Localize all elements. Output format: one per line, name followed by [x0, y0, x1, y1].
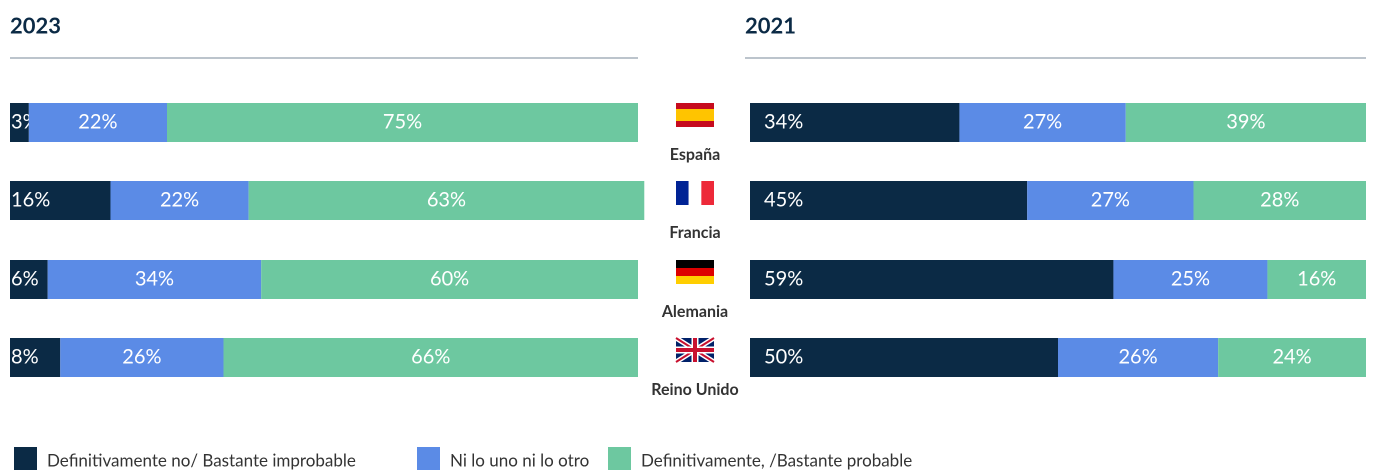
bar-segment	[1125, 103, 1366, 142]
bar-segment	[750, 181, 1028, 220]
data-label: 28%	[1260, 188, 1299, 212]
data-label: 8%	[11, 345, 39, 369]
bar-segment	[1058, 338, 1219, 377]
bar-segment	[10, 181, 111, 220]
bar-segment	[1267, 260, 1366, 299]
data-label: 16%	[1297, 267, 1336, 291]
data-label: 25%	[1171, 267, 1210, 291]
bar-segment	[10, 103, 29, 142]
bar-segment	[10, 338, 61, 377]
data-label: 27%	[1023, 110, 1062, 134]
category-label: Alemania	[661, 302, 728, 321]
data-label: 34%	[764, 110, 803, 134]
bar-segment	[167, 103, 638, 142]
data-label: 66%	[411, 345, 450, 369]
legend-swatch	[14, 447, 37, 470]
bar-segment	[110, 181, 249, 220]
bar-segment	[750, 338, 1058, 377]
bar-segment	[1193, 181, 1366, 220]
bar-segment	[1113, 260, 1268, 299]
flag	[676, 268, 714, 276]
bar-segment	[10, 260, 48, 299]
legend-label: Definitivamente, /Bastante probable	[641, 449, 912, 470]
flag	[676, 338, 714, 362]
flag	[676, 276, 714, 284]
flag	[676, 260, 714, 268]
data-label: 39%	[1226, 110, 1265, 134]
legend-label: Definitivamente no/ Bastante improbable	[47, 449, 356, 470]
data-label: 59%	[764, 267, 803, 291]
flag	[676, 181, 689, 205]
data-label: 50%	[764, 345, 803, 369]
bar-segment	[959, 103, 1126, 142]
bar-segment	[60, 338, 224, 377]
bar-segment	[28, 103, 168, 142]
data-label: 6%	[11, 267, 39, 291]
data-label: 45%	[764, 188, 803, 212]
bar-segment	[750, 260, 1114, 299]
data-label: 34%	[135, 267, 174, 291]
legend-swatch	[608, 447, 631, 470]
data-label: 27%	[1091, 188, 1130, 212]
data-label: 22%	[160, 188, 199, 212]
bar-segment	[223, 338, 638, 377]
legend-label: Ni lo uno ni lo otro	[450, 449, 589, 470]
category-label: Reino Unido	[651, 380, 738, 399]
bar-segment	[1027, 181, 1194, 220]
category-label: España	[670, 145, 720, 164]
chart-title: 2023	[10, 12, 61, 39]
legend-swatch	[417, 447, 440, 470]
data-label: 63%	[427, 188, 466, 212]
data-label: 60%	[430, 267, 469, 291]
bar-segment	[47, 260, 262, 299]
data-label: 26%	[122, 345, 161, 369]
flag	[701, 181, 714, 205]
data-label: 24%	[1272, 345, 1311, 369]
data-label: 22%	[78, 110, 117, 134]
bar-segment	[261, 260, 638, 299]
category-label: Francia	[669, 223, 720, 242]
bar-segment	[248, 181, 645, 220]
bar-segment	[1218, 338, 1366, 377]
data-label: 26%	[1118, 345, 1157, 369]
data-label: 75%	[383, 110, 422, 134]
chart-title: 2021	[745, 12, 796, 39]
flag	[688, 181, 702, 205]
bar-segment	[750, 103, 960, 142]
flag	[676, 109, 714, 121]
data-label: 16%	[11, 188, 50, 212]
